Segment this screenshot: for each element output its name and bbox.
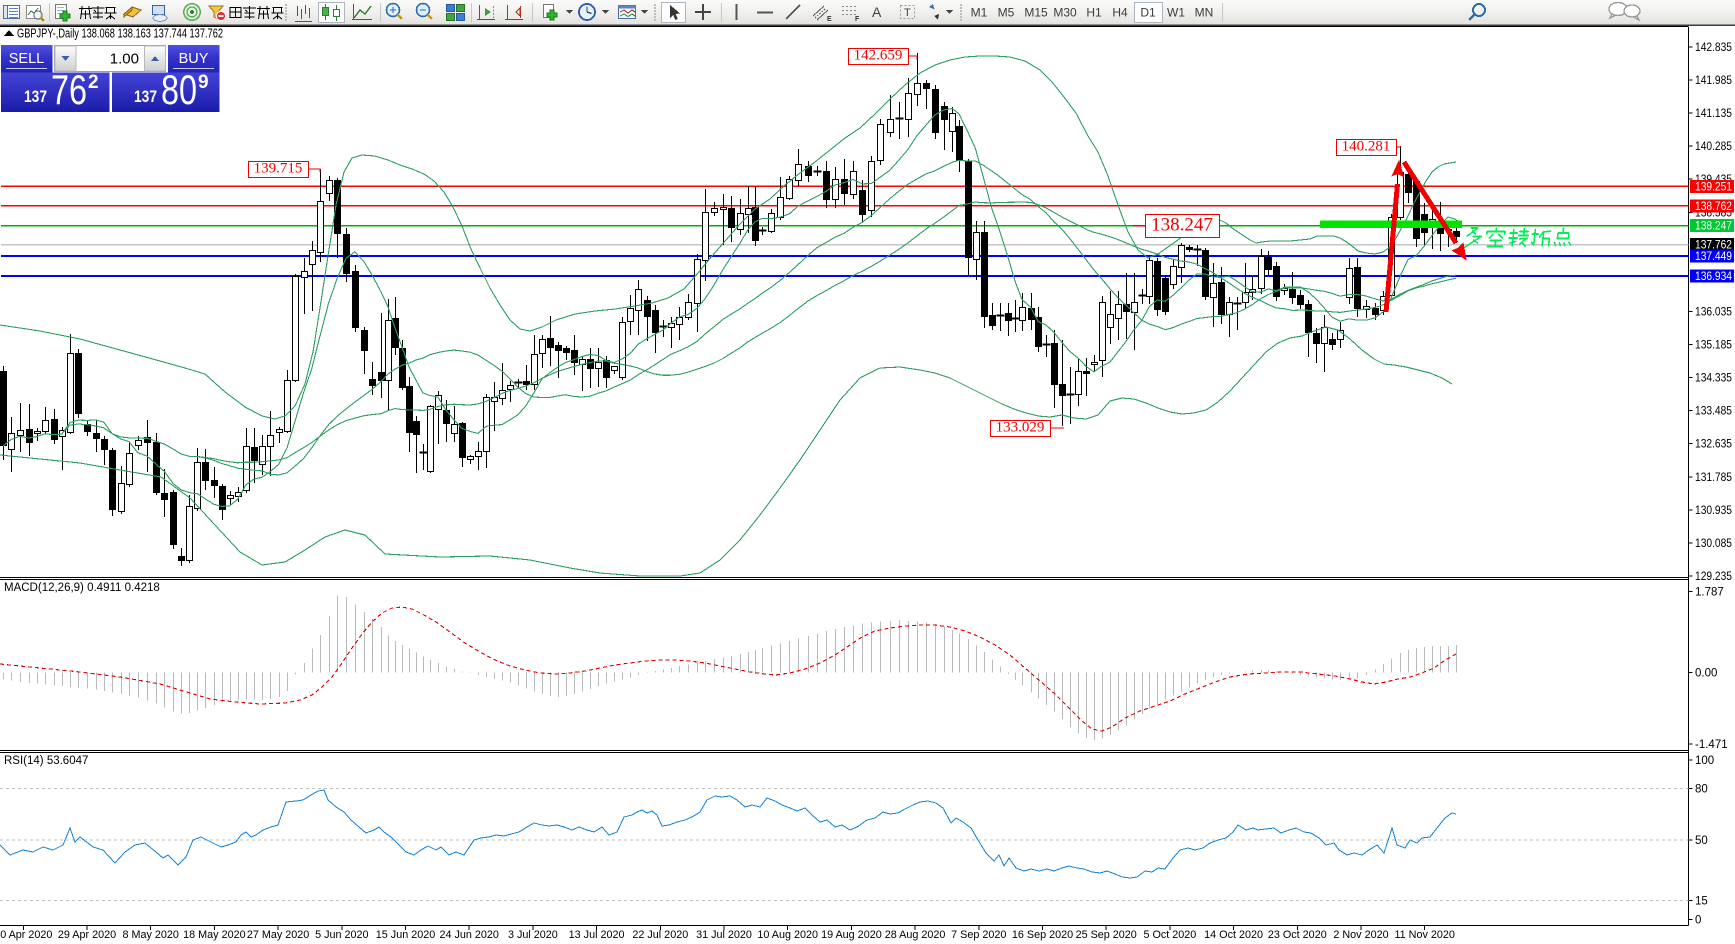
- svg-text:0.00: 0.00: [1695, 668, 1717, 680]
- svg-text:1.787: 1.787: [1695, 587, 1724, 599]
- svg-text:139.715: 139.715: [254, 161, 303, 177]
- svg-text:129.235: 129.235: [1695, 571, 1732, 583]
- svg-text:22 Jul 2020: 22 Jul 2020: [632, 929, 688, 941]
- svg-text:0: 0: [1695, 914, 1701, 926]
- svg-text:138.762: 138.762: [1695, 201, 1732, 213]
- svg-text:140.285: 140.285: [1695, 141, 1732, 153]
- svg-text:130.935: 130.935: [1695, 505, 1732, 517]
- svg-text:D1: D1: [1140, 6, 1156, 20]
- svg-text:18 May 2020: 18 May 2020: [183, 929, 245, 941]
- svg-text:76: 76: [51, 66, 87, 113]
- svg-text:50: 50: [1695, 835, 1708, 847]
- svg-text:139.251: 139.251: [1695, 181, 1732, 193]
- svg-text:M1: M1: [971, 6, 988, 20]
- svg-text:10 Aug 2020: 10 Aug 2020: [757, 929, 818, 941]
- svg-text:24 Jun 2020: 24 Jun 2020: [439, 929, 498, 941]
- svg-text:141.985: 141.985: [1695, 75, 1732, 87]
- svg-text:16 Sep 2020: 16 Sep 2020: [1012, 929, 1073, 941]
- svg-text:132.635: 132.635: [1695, 439, 1732, 451]
- svg-text:135.185: 135.185: [1695, 340, 1732, 352]
- svg-text:136.934: 136.934: [1695, 271, 1733, 283]
- svg-text:137.449: 137.449: [1695, 251, 1732, 263]
- svg-text:142.835: 142.835: [1695, 42, 1732, 54]
- svg-text:136.035: 136.035: [1695, 307, 1732, 319]
- svg-text:1.00: 1.00: [110, 51, 139, 68]
- svg-text:A: A: [872, 4, 882, 20]
- svg-text:7 Sep 2020: 7 Sep 2020: [951, 929, 1006, 941]
- svg-text:100: 100: [1695, 755, 1714, 767]
- svg-text:80: 80: [1695, 784, 1708, 796]
- svg-text:137: 137: [24, 87, 47, 106]
- svg-text:31 Jul 2020: 31 Jul 2020: [696, 929, 752, 941]
- svg-text:15: 15: [1695, 896, 1708, 908]
- svg-text:3 Jul 2020: 3 Jul 2020: [508, 929, 558, 941]
- svg-text:138.247: 138.247: [1151, 215, 1213, 236]
- svg-text:134.335: 134.335: [1695, 373, 1732, 385]
- svg-text:23 Oct 2020: 23 Oct 2020: [1268, 929, 1327, 941]
- svg-text:27 May 2020: 27 May 2020: [247, 929, 309, 941]
- svg-text:2: 2: [88, 72, 99, 93]
- svg-text:138.247: 138.247: [1695, 221, 1732, 233]
- svg-text:M5: M5: [998, 6, 1015, 20]
- svg-text:8 May 2020: 8 May 2020: [122, 929, 178, 941]
- svg-text:E: E: [827, 16, 832, 23]
- svg-text:19 Aug 2020: 19 Aug 2020: [821, 929, 882, 941]
- svg-text:141.135: 141.135: [1695, 108, 1732, 120]
- svg-text:H1: H1: [1086, 6, 1102, 20]
- svg-text:131.785: 131.785: [1695, 472, 1732, 484]
- svg-text:RSI(14) 53.6047: RSI(14) 53.6047: [4, 755, 88, 767]
- svg-text:H4: H4: [1112, 6, 1128, 20]
- svg-text:80: 80: [161, 66, 197, 113]
- svg-text:25 Sep 2020: 25 Sep 2020: [1076, 929, 1137, 941]
- svg-text:28 Aug 2020: 28 Aug 2020: [885, 929, 946, 941]
- svg-text:M15: M15: [1024, 6, 1048, 20]
- svg-text:9: 9: [198, 72, 209, 93]
- svg-text:F: F: [855, 16, 860, 23]
- svg-text:133.029: 133.029: [996, 420, 1045, 436]
- svg-text:MACD(12,26,9) 0.4911 0.4218: MACD(12,26,9) 0.4911 0.4218: [4, 582, 160, 594]
- svg-text:14 Oct 2020: 14 Oct 2020: [1204, 929, 1263, 941]
- svg-text:133.485: 133.485: [1695, 406, 1732, 418]
- svg-text:137.762: 137.762: [1695, 240, 1732, 252]
- svg-text:SELL: SELL: [9, 51, 44, 67]
- svg-text:BUY: BUY: [179, 51, 209, 67]
- svg-text:130.085: 130.085: [1695, 538, 1732, 550]
- svg-text:5 Jun 2020: 5 Jun 2020: [315, 929, 368, 941]
- svg-text:M30: M30: [1053, 6, 1077, 20]
- svg-text:29 Apr 2020: 29 Apr 2020: [58, 929, 116, 941]
- svg-text:142.659: 142.659: [854, 48, 903, 64]
- svg-text:20 Apr 2020: 20 Apr 2020: [0, 929, 52, 941]
- svg-text:137: 137: [134, 87, 157, 106]
- svg-text:11 Nov 2020: 11 Nov 2020: [1394, 929, 1454, 941]
- svg-text:2 Nov 2020: 2 Nov 2020: [1333, 929, 1388, 941]
- svg-text:13 Jul 2020: 13 Jul 2020: [569, 929, 625, 941]
- svg-text:MN: MN: [1195, 6, 1214, 20]
- svg-text:140.281: 140.281: [1342, 139, 1391, 155]
- svg-text:-1.471: -1.471: [1695, 739, 1728, 751]
- svg-text:W1: W1: [1167, 6, 1185, 20]
- svg-text:5 Oct 2020: 5 Oct 2020: [1143, 929, 1196, 941]
- svg-text:T: T: [904, 7, 911, 19]
- svg-text:GBPJPY-,Daily 138.068 138.163: GBPJPY-,Daily 138.068 138.163 137.744 13…: [17, 27, 223, 41]
- svg-text:15 Jun 2020: 15 Jun 2020: [376, 929, 435, 941]
